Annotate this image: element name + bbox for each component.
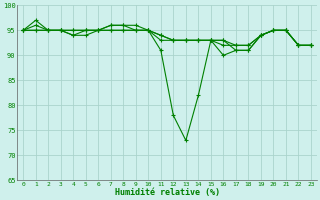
X-axis label: Humidité relative (%): Humidité relative (%) bbox=[115, 188, 220, 197]
